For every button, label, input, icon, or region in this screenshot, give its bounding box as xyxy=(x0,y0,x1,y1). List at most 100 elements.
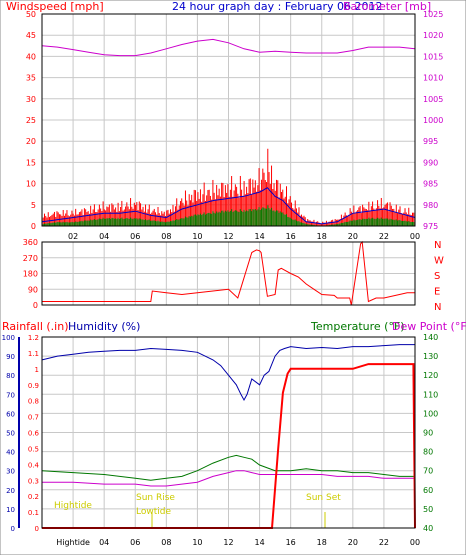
wind-x-tick: 08 xyxy=(161,232,171,241)
rainfall-axis-label: Rainfall (.in) xyxy=(2,320,69,333)
weather-x-tick: 16 xyxy=(286,538,296,547)
temperature-y-tick: 130 xyxy=(423,352,438,361)
temperature-y-tick: 90 xyxy=(423,429,433,438)
rain-y-tick: 0.4 xyxy=(28,461,40,469)
wind-x-tick: 02 xyxy=(68,232,78,241)
barometer-y-tick: 1005 xyxy=(423,95,443,104)
weather-x-tick: Hightide xyxy=(56,538,90,547)
direction-plot-frame xyxy=(41,241,416,306)
barometer-y-tick: 1025 xyxy=(423,10,443,19)
humidity-y-tick: 10 xyxy=(6,506,15,514)
compass-label: N xyxy=(434,240,441,251)
temperature-y-tick: 60 xyxy=(423,486,433,495)
wind-y-tick: 5 xyxy=(31,201,36,210)
wind-x-tick: 20 xyxy=(348,232,358,241)
barometer-y-tick: 990 xyxy=(423,158,438,167)
wind-y-tick: 10 xyxy=(26,180,36,189)
barometer-y-tick: 1000 xyxy=(423,116,443,125)
rain-y-tick: 0.9 xyxy=(28,382,39,390)
rain-y-tick: 1.2 xyxy=(28,334,39,342)
wind-y-tick: 35 xyxy=(26,74,36,83)
wind-average-line xyxy=(41,187,416,225)
compass-label: W xyxy=(434,256,444,267)
wind-y-tick: 40 xyxy=(26,52,36,61)
compass-label: S xyxy=(434,271,440,282)
weather-plot-frame xyxy=(41,336,416,529)
wind-y-tick: 20 xyxy=(26,137,36,146)
barometer-y-tick: 1010 xyxy=(423,74,443,83)
direction-y-tick: 270 xyxy=(23,254,38,263)
barometer-y-tick: 1015 xyxy=(423,52,443,61)
rain-y-tick: 0 xyxy=(35,525,39,533)
wind-barometer-panel: Windspeed [mph] 24 hour graph day : Febr… xyxy=(6,0,443,241)
direction-y-ticks: 360 270 180 90 0 xyxy=(23,238,38,310)
wind-grid xyxy=(42,13,416,227)
rain-y-tick: 1 xyxy=(35,366,39,374)
wind-x-tick: 18 xyxy=(317,232,327,241)
direction-y-tick: 360 xyxy=(23,238,38,247)
temperature-y-tick: 100 xyxy=(423,409,438,418)
rain-y-tick: 0.8 xyxy=(28,398,39,406)
weather-x-tick: 14 xyxy=(254,538,264,547)
lowtide-annotation: Lowtide xyxy=(136,507,171,517)
temperature-y-tick: 80 xyxy=(423,448,433,457)
wind-x-tick: 00 xyxy=(410,232,420,241)
rain-y-tick: 0.7 xyxy=(28,414,39,422)
barometer-y-ticks: 1025 1020 1015 1010 1005 1000 995 990 985 980 975 xyxy=(423,10,443,231)
barometer-y-tick: 1020 xyxy=(423,31,443,40)
compass-label: N xyxy=(434,302,441,313)
humidity-y-tick: 100 xyxy=(2,334,15,342)
wind-x-tick: 10 xyxy=(192,232,202,241)
rain-humidity-temperature-panel: Rainfall (.in) Humidity (%) Temperature … xyxy=(2,320,466,547)
wind-bars xyxy=(41,148,416,226)
temperature-y-tick: 120 xyxy=(423,371,438,380)
barometer-y-tick: 975 xyxy=(423,222,438,231)
chart-title: 24 hour graph day : February 06 2012 xyxy=(172,0,383,13)
weather-x-tick: 04 xyxy=(99,538,109,547)
humidity-y-tick: 20 xyxy=(6,487,15,495)
barometer-line xyxy=(41,38,416,57)
wind-y-tick: 25 xyxy=(26,116,36,125)
wind-x-tick: 04 xyxy=(99,232,109,241)
wind-x-tick: 06 xyxy=(130,232,140,241)
rain-y-tick: 0.3 xyxy=(28,477,39,485)
wind-x-tick: 22 xyxy=(379,232,389,241)
wind-x-tick: 14 xyxy=(254,232,264,241)
wind-direction-line xyxy=(42,240,415,306)
dewpoint-axis-label: Dew Point (°F) xyxy=(392,320,466,333)
weather-x-ticks: Hightide 04 06 08 10 12 14 16 18 20 22 00 xyxy=(56,538,420,547)
temperature-y-tick: 50 xyxy=(423,505,433,514)
weather-x-tick: 08 xyxy=(161,538,171,547)
wind-y-tick: 30 xyxy=(26,95,36,104)
direction-y-tick: 90 xyxy=(28,285,38,294)
temperature-axis-label: Temperature (°F) xyxy=(310,320,405,333)
wind-x-ticks: 02 04 06 08 10 12 14 16 18 20 22 00 xyxy=(68,232,420,241)
direction-y-tick: 180 xyxy=(23,270,38,279)
humidity-y-tick: 80 xyxy=(6,372,15,380)
hightide-annotation: Hightide xyxy=(54,501,92,511)
temperature-y-tick: 40 xyxy=(423,524,433,533)
humidity-line xyxy=(41,344,415,402)
weather-x-tick: 22 xyxy=(379,538,389,547)
rain-y-tick: 0.2 xyxy=(28,493,39,501)
temperature-y-tick: 140 xyxy=(423,333,438,342)
barometer-y-tick: 985 xyxy=(423,180,438,189)
wind-y-tick: 50 xyxy=(26,10,36,19)
rain-y-tick: 0.6 xyxy=(28,430,40,438)
humidity-y-tick: 50 xyxy=(6,430,15,438)
rain-y-ticks: 1.2 1.1 1 0.9 0.8 0.7 0.6 0.5 0.4 0.3 0.2 0.1 0 xyxy=(28,334,40,533)
direction-y-tick: 0 xyxy=(33,301,38,310)
temperature-line xyxy=(41,454,415,481)
humidity-y-tick: 30 xyxy=(6,468,15,476)
weather-x-tick: 10 xyxy=(192,538,202,547)
windspeed-axis-label: Windspeed [mph] xyxy=(6,0,104,13)
wind-plot-frame xyxy=(41,13,416,227)
wind-y-tick: 45 xyxy=(26,31,36,40)
rain-y-tick: 0.5 xyxy=(28,445,39,453)
